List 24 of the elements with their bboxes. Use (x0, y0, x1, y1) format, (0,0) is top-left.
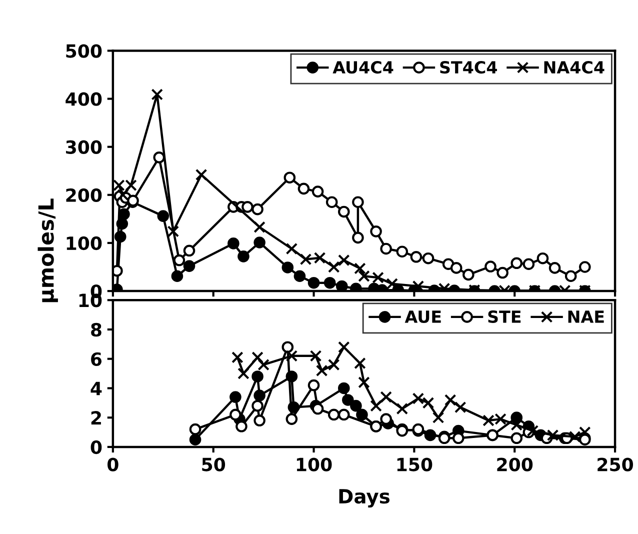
x-tick-label: 50 (202, 458, 226, 472)
x-axis-title: Days (339, 489, 390, 508)
legend-label: NA4C4 (544, 61, 604, 74)
y-axis-title: μmoles/L (38, 198, 58, 302)
legend-label: NAE (568, 310, 604, 323)
legend-label: AUE (404, 310, 441, 324)
y-tick-label: 0 (90, 440, 102, 454)
y-tick-label: 300 (66, 140, 102, 154)
legend-label: ST4C4 (440, 61, 497, 74)
y-tick-label: 4 (90, 382, 102, 396)
x-tick-label: 150 (397, 458, 432, 472)
legend-label: AU4C4 (332, 61, 394, 74)
y-tick-label: 8 (91, 322, 102, 337)
y-tick-label: 100 (66, 236, 102, 250)
y-tick-label: 6 (91, 352, 102, 366)
y-tick-label: 2 (91, 411, 101, 424)
y-tick-label: 500 (66, 44, 102, 58)
x-tick-label: 100 (296, 458, 332, 472)
y-tick-label: 400 (66, 92, 102, 106)
y-tick-label: 200 (66, 188, 102, 202)
legend-label: STE (488, 310, 521, 324)
x-tick-label: 200 (497, 458, 533, 472)
x-tick-label: 250 (598, 458, 634, 472)
x-tick-label: 0 (108, 458, 118, 472)
